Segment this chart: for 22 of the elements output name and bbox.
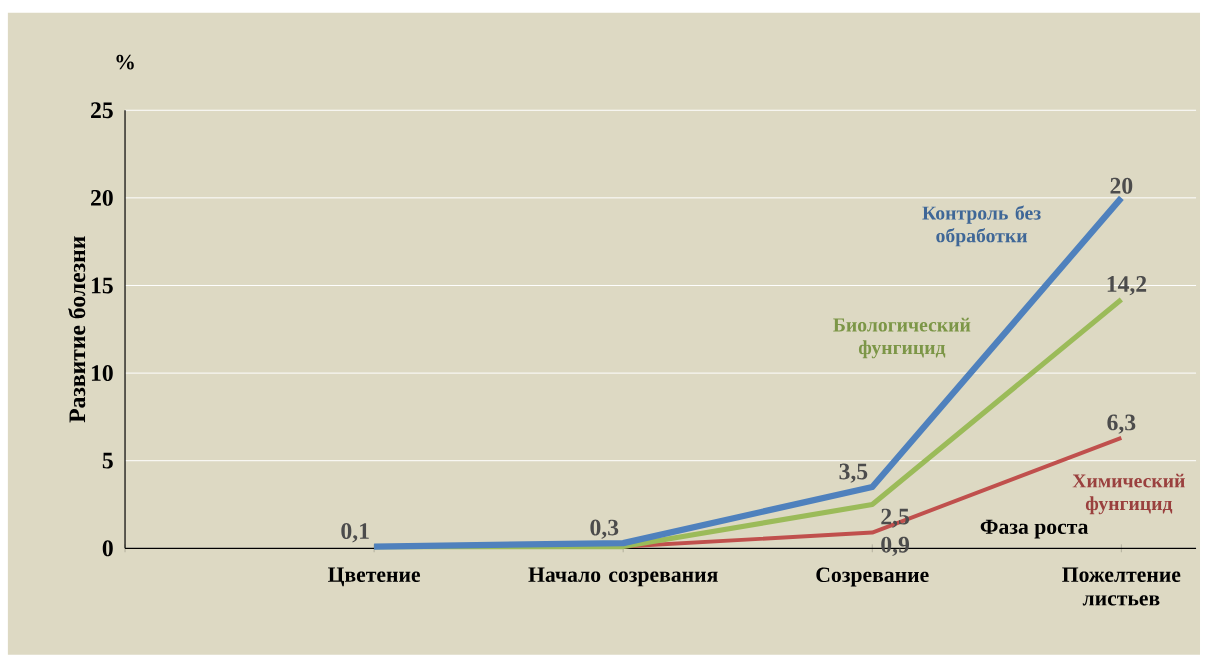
- text: Биологический фунгицид: [833, 318, 971, 359]
- data-label: 14,2: [1107, 276, 1147, 296]
- y-tick-label: 0: [102, 540, 113, 557]
- x-tick-label: Начало созревания: [528, 567, 718, 587]
- x-tick-label: Пожелтение листьев: [1062, 567, 1181, 606]
- y-tick-label: 25: [91, 102, 113, 119]
- y-tick-label: 20: [91, 190, 113, 207]
- data-label: 20: [1110, 178, 1133, 194]
- y-axis-title: Развитие болезни: [68, 236, 86, 423]
- data-label: 6,3: [1107, 414, 1136, 435]
- y-tick-label: 15: [91, 277, 113, 294]
- series-label: Химический фунгицид: [1072, 474, 1185, 515]
- y-tick-label: 10: [91, 365, 113, 382]
- data-label: 0,1: [341, 523, 369, 543]
- x-axis-title: Фаза роста: [980, 519, 1089, 539]
- x-tick-label: Цветение: [328, 567, 421, 587]
- x-tick-label: Созревание: [816, 567, 929, 587]
- text: %: [116, 54, 134, 70]
- data-label: 3,5: [839, 463, 868, 484]
- series-label: Контроль без обработки: [922, 205, 1041, 247]
- data-label: 0,3: [590, 519, 619, 540]
- y-tick-label: 5: [102, 453, 113, 469]
